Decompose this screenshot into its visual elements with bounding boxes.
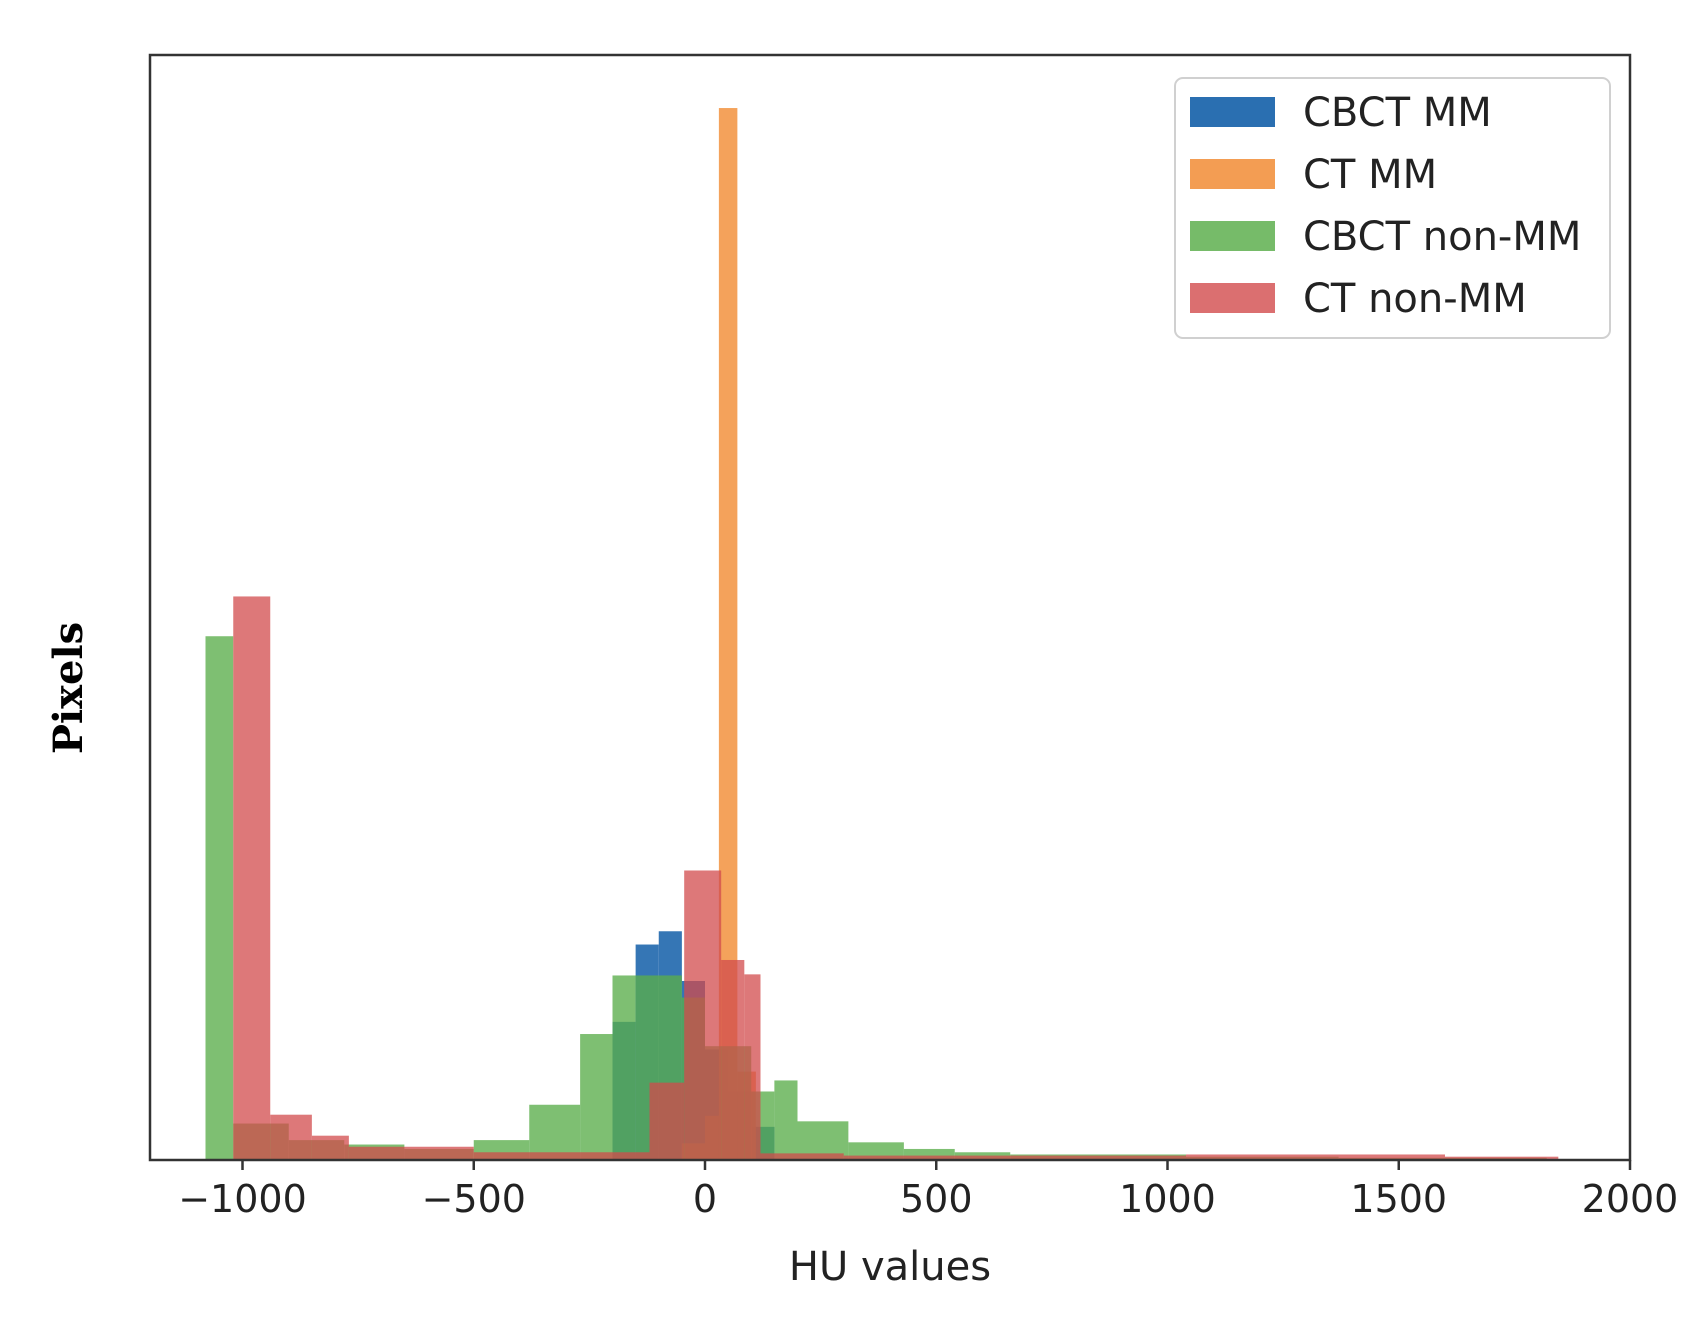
legend-label: CBCT non-MM — [1303, 214, 1581, 260]
histogram-bar — [612, 975, 636, 1160]
x-tick-label: 500 — [900, 1177, 973, 1221]
histogram-bar — [843, 1155, 1186, 1160]
histogram-bar — [721, 959, 745, 1160]
x-tick-label: 2000 — [1582, 1177, 1679, 1221]
histogram-bar — [744, 974, 761, 1160]
x-tick-label: 1000 — [1119, 1177, 1216, 1221]
x-tick-label: 1500 — [1350, 1177, 1447, 1221]
plot-frame — [148, 53, 1632, 1162]
histogram-bar — [649, 1082, 685, 1160]
x-tick-label: −1000 — [178, 1177, 307, 1221]
histogram-bar — [1186, 1154, 1445, 1160]
histogram-bar — [580, 1034, 613, 1160]
legend-label: CT non-MM — [1303, 276, 1527, 322]
x-tick-label: −500 — [422, 1177, 526, 1221]
bars-layer — [205, 108, 1559, 1160]
histogram-bar — [348, 1146, 428, 1160]
legend: CBCT MM CT MM CBCT non-MM CT non-MM — [1174, 77, 1611, 339]
histogram-bar — [473, 1152, 650, 1160]
histogram-bar — [205, 636, 234, 1160]
histogram-bar — [760, 1153, 844, 1160]
y-axis-label: Pixels — [45, 622, 92, 754]
legend-swatch — [1190, 221, 1275, 251]
histogram-bar — [718, 108, 738, 1160]
histogram-bar — [684, 870, 722, 1160]
histogram-bar — [270, 1114, 312, 1160]
legend-label: CBCT MM — [1303, 90, 1492, 136]
histogram-bar — [529, 1104, 581, 1160]
legend-swatch — [1190, 97, 1275, 127]
legend-label: CT MM — [1303, 152, 1437, 198]
legend-frame — [1174, 77, 1611, 339]
histogram-bar — [311, 1135, 349, 1160]
x-axis: −1000 −500 0 500 1000 1500 2000 — [178, 1160, 1678, 1221]
histogram-bar — [774, 1080, 798, 1160]
x-tick-label: 0 — [693, 1177, 717, 1221]
legend-swatch — [1190, 159, 1275, 189]
histogram-bar — [903, 1148, 955, 1160]
histogram-bar — [1445, 1156, 1559, 1160]
legend-swatch — [1190, 283, 1275, 313]
x-axis-label: HU values — [789, 1244, 991, 1290]
series-cbct-non-mm — [205, 636, 1547, 1160]
histogram-bar — [427, 1146, 474, 1160]
series-ct-non-mm — [233, 596, 1559, 1160]
histogram-bar — [233, 596, 271, 1160]
